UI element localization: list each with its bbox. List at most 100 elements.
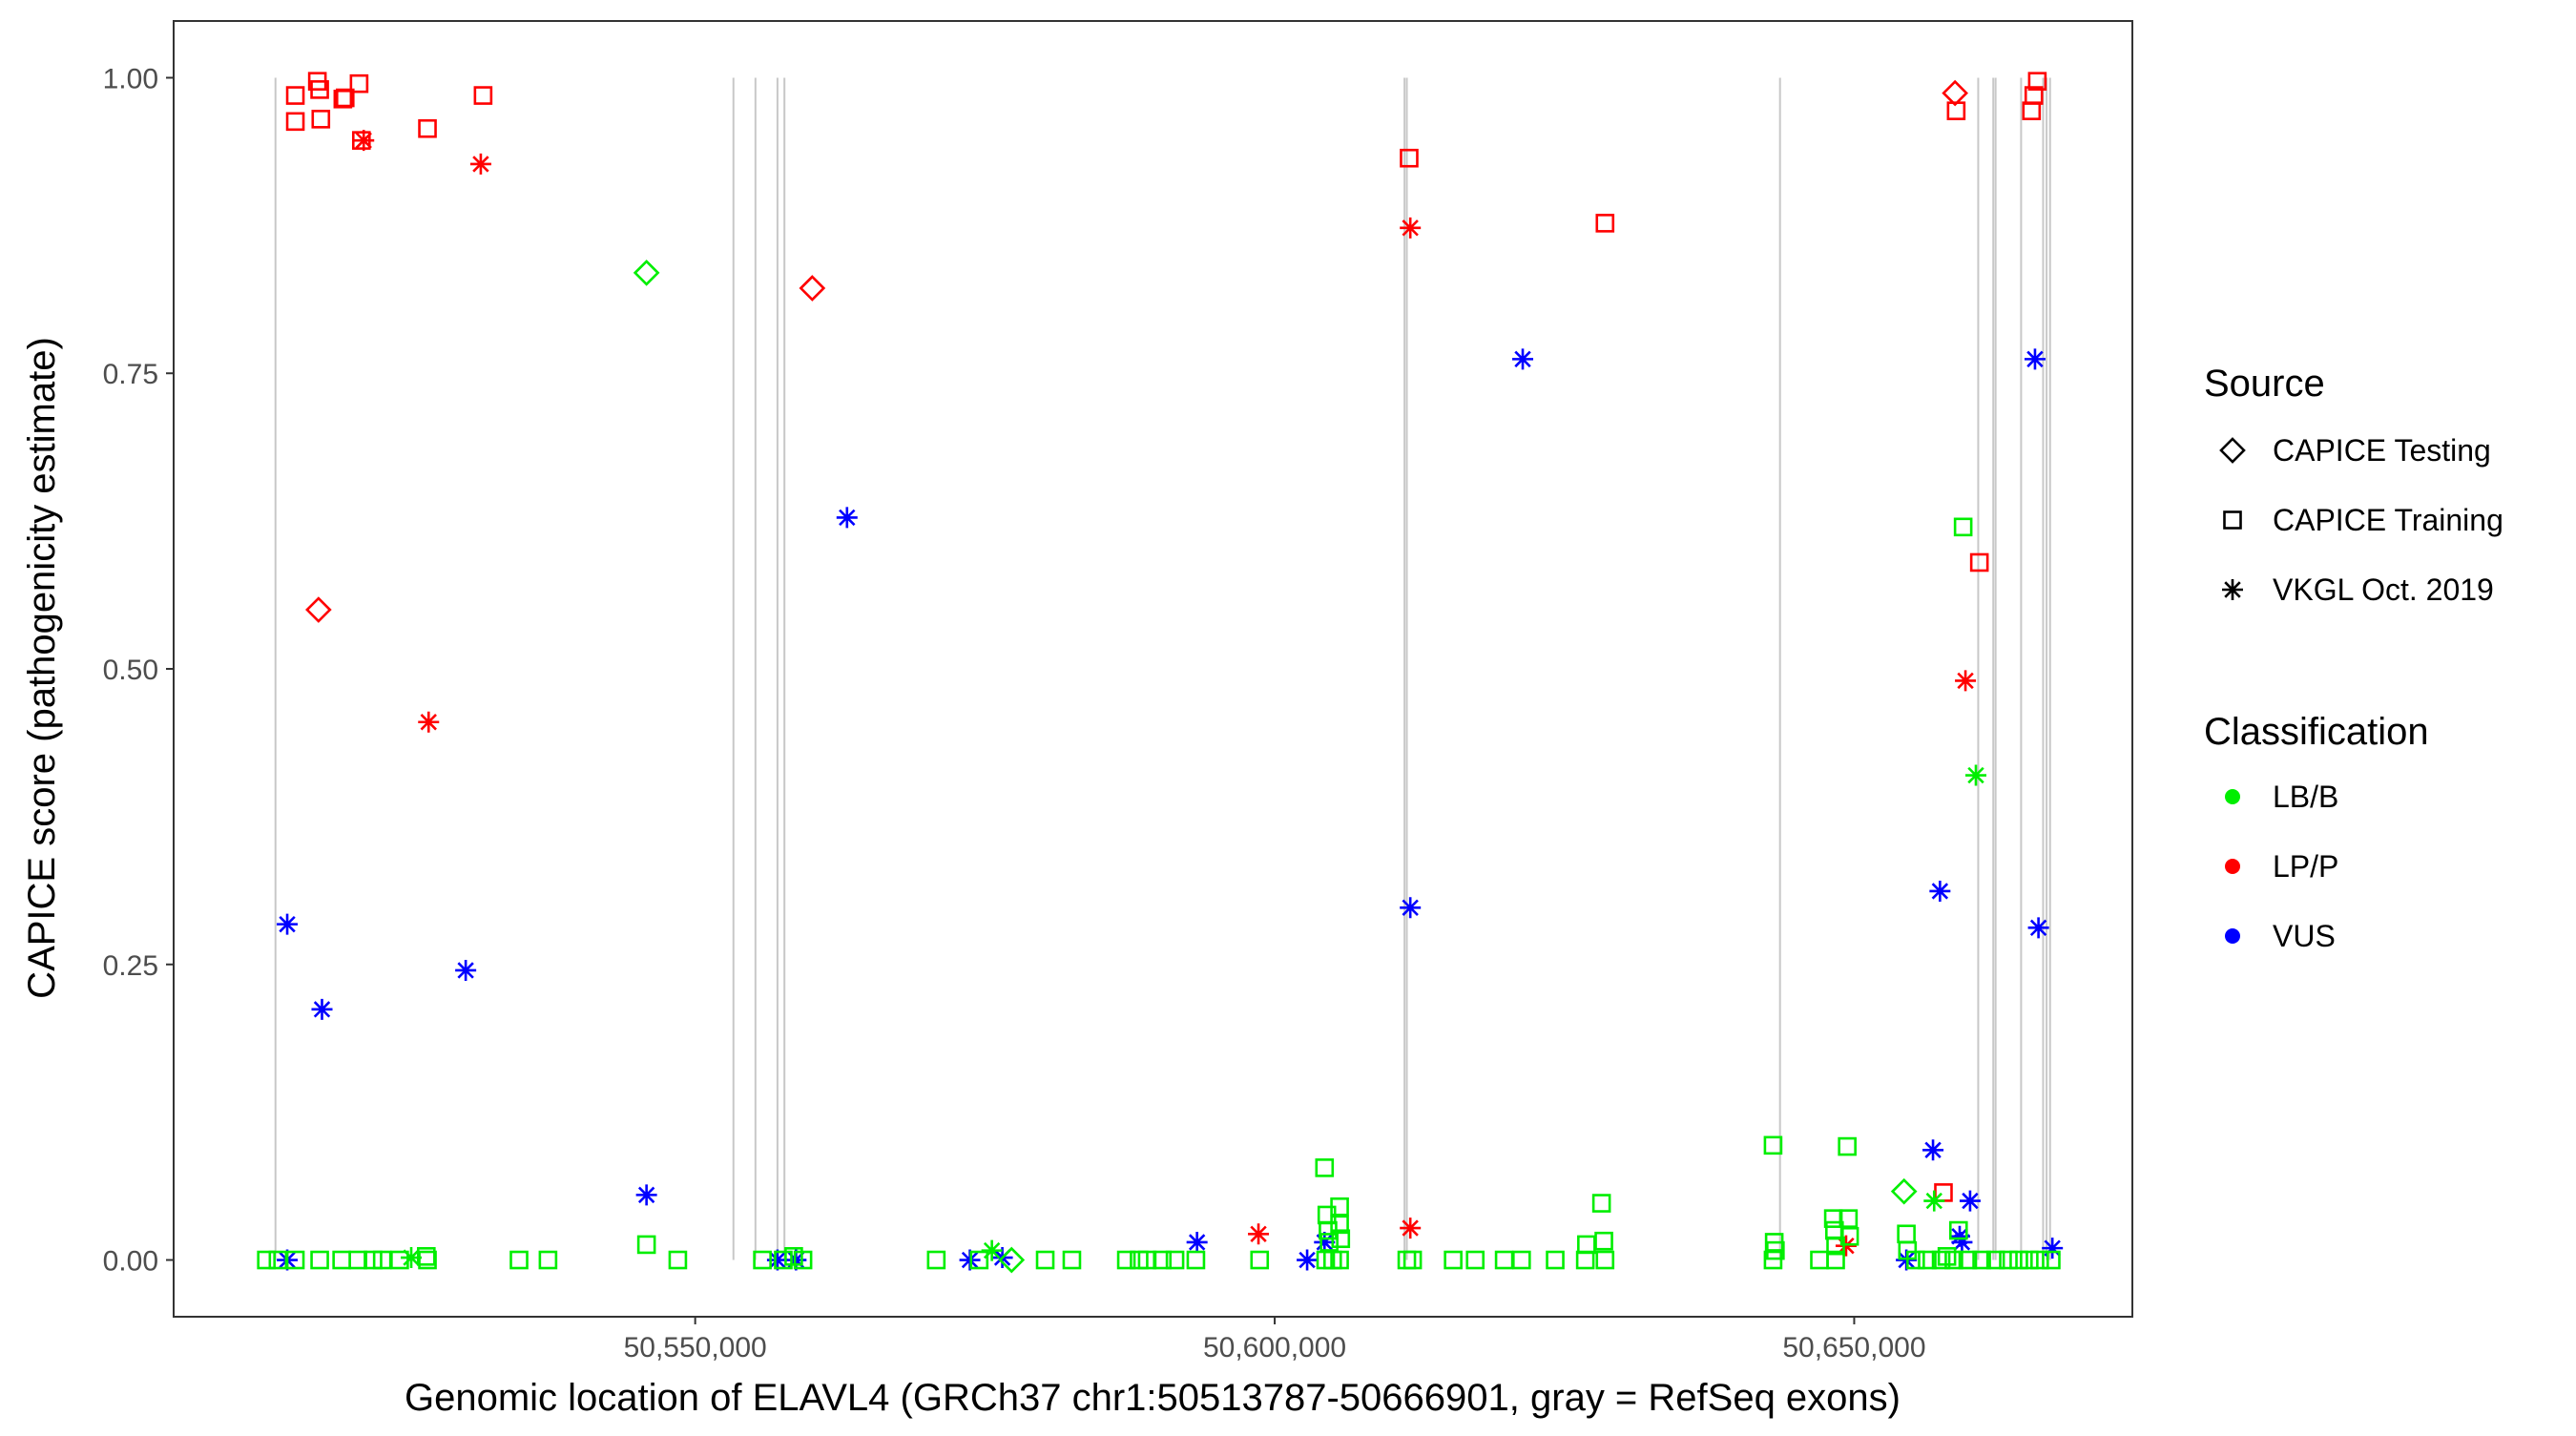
data-point (1591, 1194, 1611, 1213)
data-point (1949, 1225, 1970, 1247)
data-point (1330, 1197, 1349, 1217)
data-point (1969, 552, 1989, 572)
data-point (1400, 897, 1422, 919)
data-point (1835, 1235, 1857, 1257)
data-point (969, 1250, 989, 1270)
data-point (1959, 1190, 1981, 1212)
data-point (401, 1247, 423, 1269)
data-point (1330, 1215, 1349, 1235)
data-points (257, 72, 2064, 1274)
data-point (353, 130, 375, 152)
data-point (1826, 1236, 1845, 1256)
data-point (1985, 1250, 2005, 1270)
y-axis: 0.00 0.25 0.50 0.75 1.00 (103, 63, 174, 1278)
data-point (1400, 217, 1422, 239)
data-point (635, 1184, 657, 1206)
exon-lines (274, 77, 2051, 1260)
data-point (1153, 1250, 1173, 1270)
data-point (1319, 1233, 1339, 1252)
data-point (1035, 1250, 1055, 1270)
data-point (1946, 101, 1966, 120)
data-point (1575, 1250, 1595, 1270)
data-point (469, 153, 491, 175)
data-point (310, 1250, 329, 1270)
data-point (2020, 1250, 2039, 1270)
data-point (2024, 86, 2044, 105)
data-point (473, 86, 493, 105)
data-point (998, 1246, 1026, 1274)
data-point (311, 998, 333, 1020)
data-point (1999, 1250, 2018, 1270)
data-point (2027, 917, 2049, 939)
x-tick-label: 50,650,000 (1782, 1332, 1925, 1363)
data-point (766, 1249, 788, 1271)
data-point (285, 86, 305, 105)
legend-key (2222, 579, 2243, 600)
legend-title: Source (2204, 363, 2325, 405)
legend-key (2223, 510, 2242, 530)
data-point (1314, 1231, 1336, 1253)
data-point (1922, 1139, 1944, 1161)
data-point (753, 1250, 772, 1270)
data-point (926, 1250, 946, 1270)
data-point (2027, 72, 2047, 91)
data-point (1955, 670, 1977, 692)
data-point (1918, 1250, 1937, 1270)
data-point (1839, 1209, 1859, 1228)
x-tick-label: 50,550,000 (624, 1332, 767, 1363)
data-point (418, 711, 440, 733)
data-point (774, 1250, 793, 1270)
data-point (1948, 1220, 1968, 1240)
data-point (455, 959, 477, 981)
data-point (1972, 1250, 1991, 1270)
data-point (285, 112, 305, 132)
data-point (1931, 1250, 1951, 1270)
data-point (311, 110, 331, 129)
data-point (1165, 1250, 1185, 1270)
data-point (1953, 517, 1973, 537)
data-point (1929, 880, 1951, 902)
data-point (335, 88, 355, 108)
data-point (1400, 1217, 1422, 1239)
data-point (1906, 1250, 1925, 1270)
data-point (349, 73, 369, 94)
data-point (1958, 1250, 1978, 1270)
data-point (981, 1239, 1003, 1261)
data-point (1923, 1190, 1945, 1212)
x-axis: 50,550,000 50,600,000 50,650,000 (624, 1317, 1926, 1363)
data-point (277, 913, 299, 935)
data-point (1839, 1226, 1859, 1246)
data-point (418, 118, 437, 138)
y-tick-label: 0.00 (103, 1246, 158, 1278)
data-point (1944, 1250, 1963, 1270)
data-point (1838, 1136, 1857, 1156)
data-point (1942, 79, 1968, 107)
data-point (1250, 1250, 1270, 1270)
data-point (1444, 1250, 1463, 1270)
data-point (2009, 1250, 2028, 1270)
legend-key (2225, 789, 2240, 804)
data-point (1400, 148, 1419, 168)
data-point (1546, 1250, 1565, 1270)
data-point (2042, 1250, 2061, 1270)
data-point (793, 1250, 813, 1270)
legend-item-label: CAPICE Training (2273, 503, 2503, 537)
y-tick-label: 0.25 (103, 950, 158, 982)
data-point (1951, 1231, 1973, 1253)
data-point (1331, 1229, 1351, 1249)
y-tick-label: 0.50 (103, 655, 158, 686)
data-point (633, 260, 660, 286)
data-point (1763, 1135, 1783, 1155)
legend-item-label: CAPICE Testing (2273, 433, 2491, 468)
data-point (1763, 1250, 1783, 1270)
data-point (1826, 1250, 1845, 1270)
data-point (2024, 348, 2046, 370)
data-point (636, 1235, 656, 1255)
x-tick-label: 50,600,000 (1203, 1332, 1346, 1363)
x-axis-title: Genomic location of ELAVL4 (GRCh37 chr1:… (405, 1377, 1901, 1419)
legend-item-label: LB/B (2273, 780, 2338, 814)
data-point (509, 1250, 529, 1270)
data-point (538, 1250, 558, 1270)
